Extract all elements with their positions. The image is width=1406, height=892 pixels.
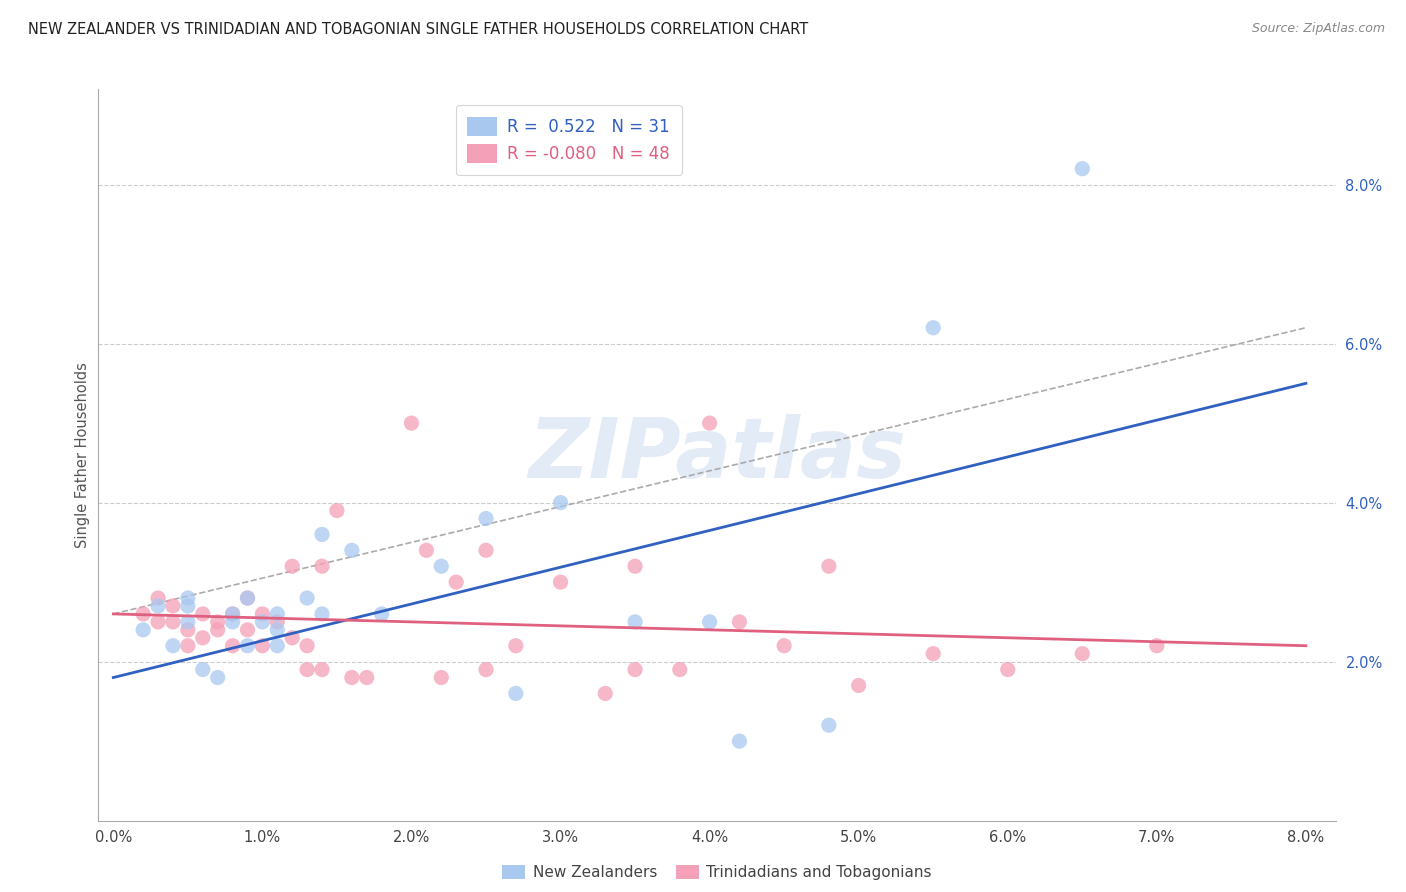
Point (505, 639, 527, 653)
Point (818, 718, 841, 732)
Text: Source: ZipAtlas.com: Source: ZipAtlas.com (1251, 22, 1385, 36)
Point (191, 663, 214, 677)
Point (295, 663, 318, 677)
Point (221, 607, 243, 621)
Point (236, 623, 259, 637)
Point (593, 686, 616, 700)
Point (624, 559, 647, 574)
Point (177, 615, 200, 629)
Point (1071, 161, 1094, 176)
Point (997, 663, 1019, 677)
Point (475, 543, 498, 558)
Point (236, 591, 259, 605)
Point (266, 615, 288, 629)
Point (236, 639, 259, 653)
Point (922, 320, 945, 334)
Point (311, 559, 333, 574)
Point (728, 734, 751, 748)
Point (311, 607, 333, 621)
Point (191, 607, 214, 621)
Point (773, 639, 796, 653)
Y-axis label: Single Father Households: Single Father Households (75, 362, 90, 548)
Point (162, 615, 184, 629)
Point (266, 623, 288, 637)
Point (475, 511, 498, 525)
Point (177, 591, 200, 605)
Point (162, 599, 184, 613)
Point (191, 631, 214, 645)
Point (728, 615, 751, 629)
Point (236, 591, 259, 605)
Point (356, 671, 378, 685)
Point (266, 607, 288, 621)
Point (252, 615, 274, 629)
Point (252, 639, 274, 653)
Point (505, 686, 527, 700)
Point (430, 671, 453, 685)
Point (177, 599, 200, 613)
Point (146, 599, 169, 613)
Point (475, 663, 498, 677)
Text: NEW ZEALANDER VS TRINIDADIAN AND TOBAGONIAN SINGLE FATHER HOUSEHOLDS CORRELATION: NEW ZEALANDER VS TRINIDADIAN AND TOBAGON… (28, 22, 808, 37)
Point (281, 559, 304, 574)
Point (221, 615, 243, 629)
Point (132, 607, 155, 621)
Point (146, 615, 169, 629)
Point (207, 623, 229, 637)
Point (370, 607, 392, 621)
Point (177, 623, 200, 637)
Point (1146, 639, 1168, 653)
Point (340, 543, 363, 558)
Point (177, 639, 200, 653)
Point (311, 527, 333, 541)
Point (699, 416, 721, 430)
Point (295, 639, 318, 653)
Point (207, 671, 229, 685)
Point (281, 631, 304, 645)
Point (311, 663, 333, 677)
Point (550, 575, 572, 590)
Point (1071, 647, 1094, 661)
Point (207, 615, 229, 629)
Point (252, 607, 274, 621)
Point (162, 639, 184, 653)
Point (266, 639, 288, 653)
Point (221, 607, 243, 621)
Point (146, 591, 169, 605)
Point (818, 559, 841, 574)
Point (624, 663, 647, 677)
Point (848, 678, 870, 692)
Point (444, 575, 467, 590)
Point (132, 623, 155, 637)
Text: ZIPatlas: ZIPatlas (529, 415, 905, 495)
Point (699, 615, 721, 629)
Point (922, 647, 945, 661)
Legend: New Zealanders, Trinidadians and Tobagonians: New Zealanders, Trinidadians and Tobagon… (496, 858, 938, 886)
Point (415, 543, 437, 558)
Point (668, 663, 690, 677)
Point (295, 591, 318, 605)
Point (340, 671, 363, 685)
Point (624, 615, 647, 629)
Point (221, 639, 243, 653)
Point (430, 559, 453, 574)
Point (401, 416, 423, 430)
Point (326, 503, 349, 517)
Point (550, 495, 572, 509)
